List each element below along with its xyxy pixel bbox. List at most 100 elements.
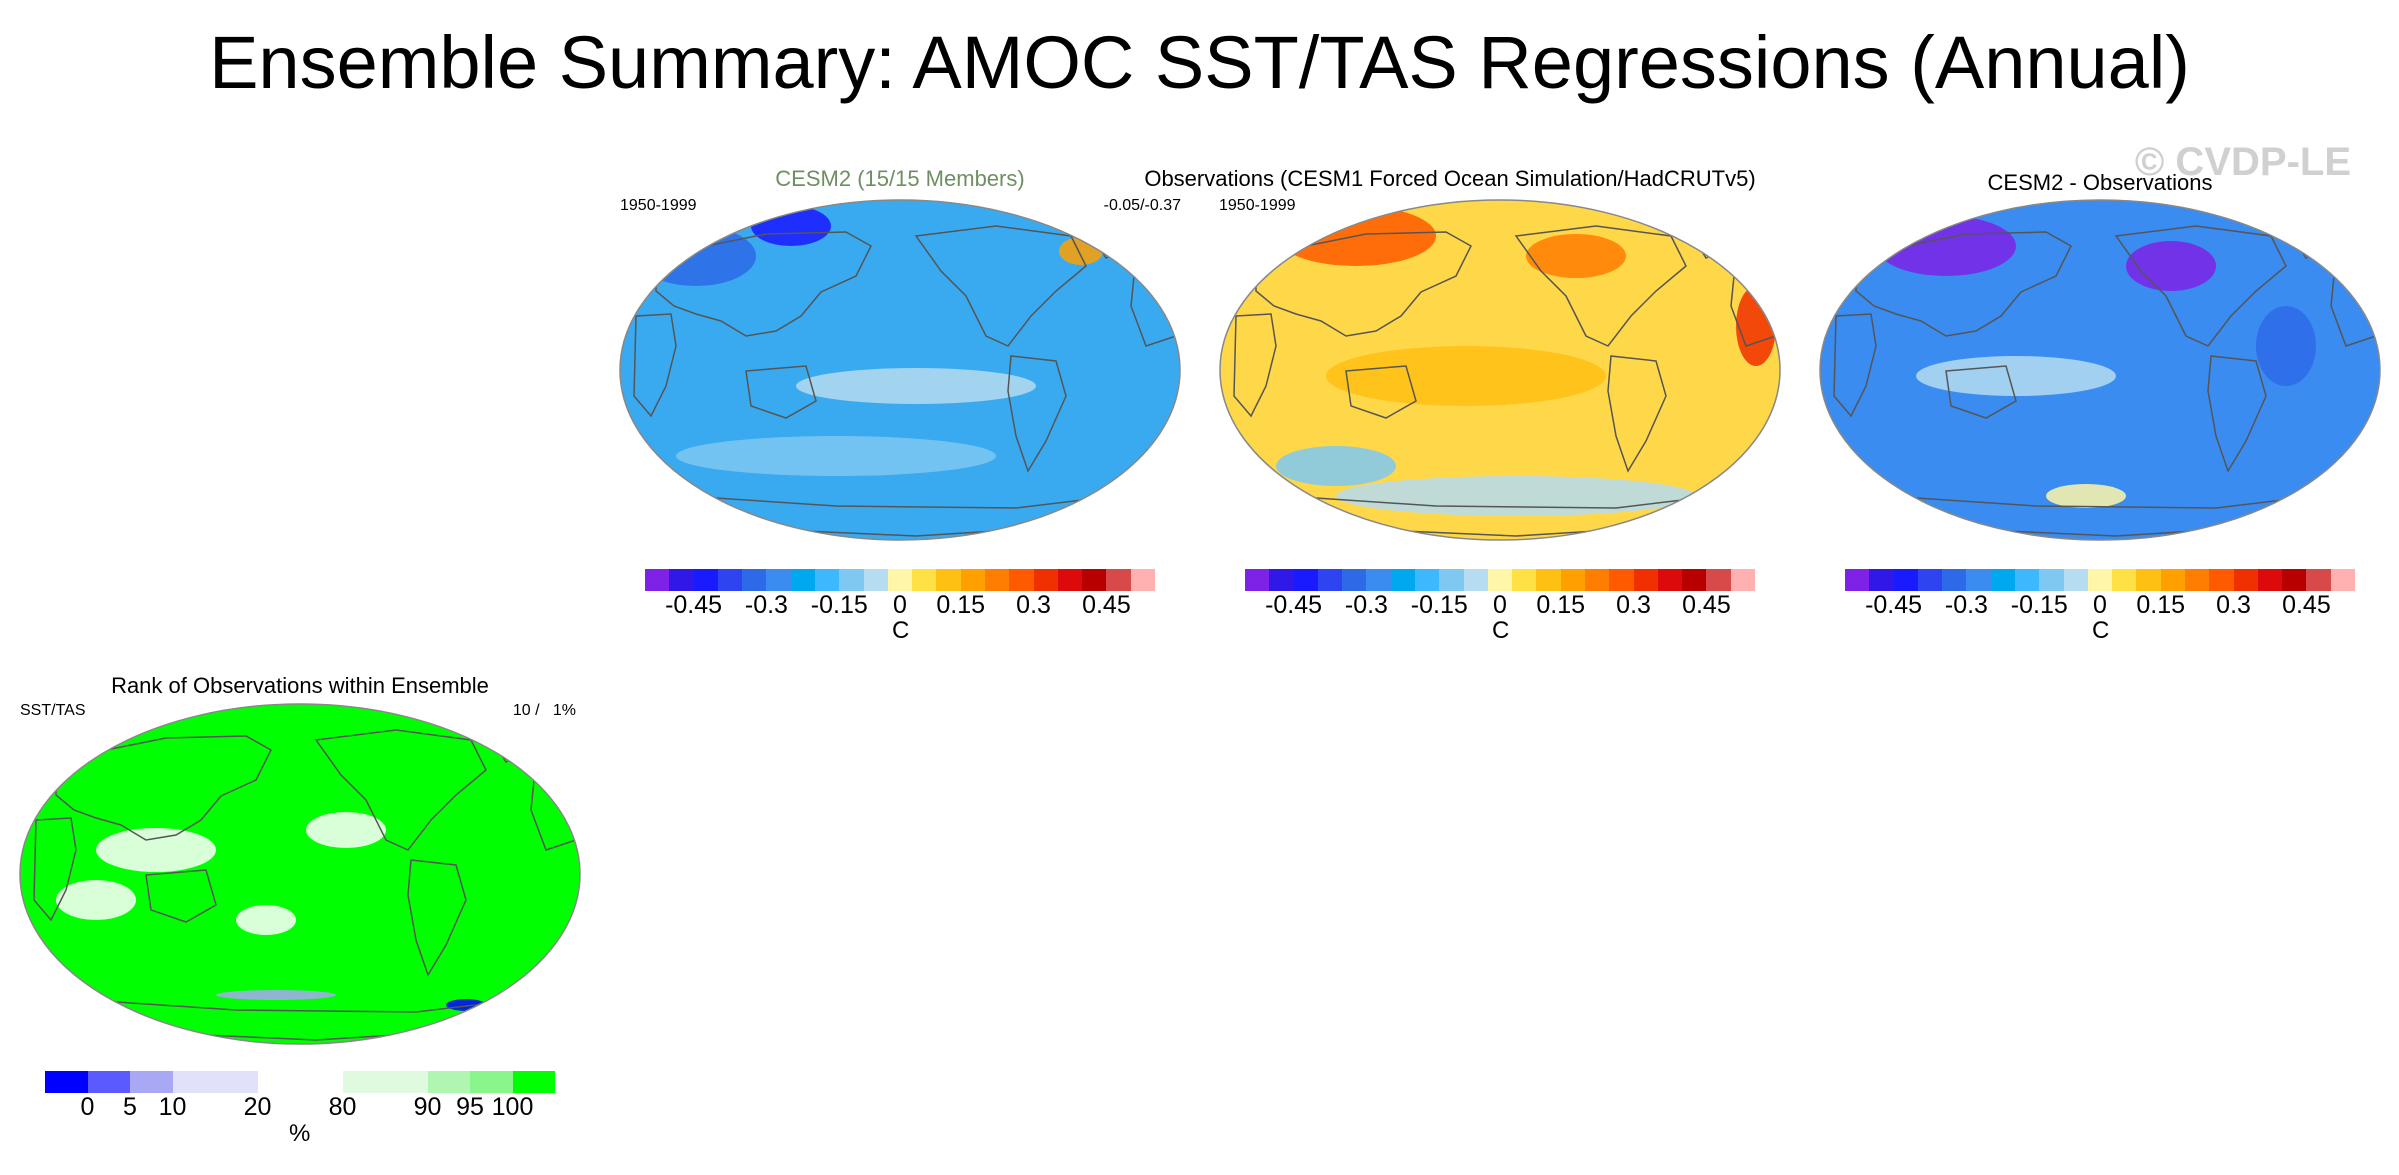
anomaly-patch [56,880,136,920]
continent-south-america-outline [1607,355,1667,473]
diff-colorbar-swatch [2306,569,2331,591]
diff-colorbar-swatch [2282,569,2307,591]
obs-colorbar-swatch [1633,569,1658,591]
obs-colorbar-swatch [1245,569,1270,591]
obs-map [1219,199,1781,541]
obs-colorbar-swatch [1414,569,1440,591]
obs-colorbar-swatch [1487,569,1513,591]
anomaly-patch [1276,446,1396,486]
continent-south-america-outline [2207,355,2267,473]
cesm2-colorbar-swatch [766,569,791,591]
continent-asia-europe-outline [1255,231,1472,337]
cesm2-colorbar-swatch [1033,569,1058,591]
obs-colorbar-swatch [1366,569,1391,591]
diff-colorbar-swatch [2063,569,2088,591]
obs-colorbar-swatch [1317,569,1343,591]
diff-colorbar-tick-label: 0.45 [2282,591,2331,619]
cesm2-colorbar-swatch [669,569,694,591]
anomaly-patch [236,905,296,935]
diff-colorbar-swatch [2014,569,2040,591]
diff-colorbar [1845,569,2355,591]
continent-asia-europe-outline [1855,231,2072,337]
rank-colorbar-tick-label: 5 [123,1093,137,1121]
obs-colorbar-tick-label: 0.3 [1616,591,1651,619]
rank-colorbar-swatch [385,1071,428,1093]
obs-colorbar-tick-label: -0.3 [1344,591,1388,619]
cesm2-panel-title: CESM2 (15/15 Members) [775,166,1025,191]
diff-colorbar-swatch [2039,569,2064,591]
cesm2-colorbar-swatch [717,569,743,591]
rank-colorbar-swatch [172,1071,215,1093]
page-title: Ensemble Summary: AMOC SST/TAS Regressio… [209,21,2190,104]
obs-colorbar-swatch [1609,569,1634,591]
diff-colorbar-swatch [1942,569,1967,591]
rank-colorbar-tick-label: 90 [413,1093,442,1121]
cesm2-colorbar-tick-label: 0.3 [1016,591,1051,619]
continent-north-america-outline [2114,225,2287,347]
obs-colorbar [1245,569,1755,591]
diff-colorbar-swatch [2209,569,2234,591]
cesm2-colorbar-swatch [912,569,937,591]
obs-colorbar-tick-label: -0.45 [1265,591,1323,619]
cesm2-colorbar-swatch [1057,569,1083,591]
diff-colorbar-swatch [1893,569,1918,591]
rank-variable-label: SST/TAS [20,702,86,719]
cesm2-colorbar-units: C [892,617,910,644]
diff-colorbar-tick-label: 0 [2093,591,2107,619]
cesm2-colorbar [645,569,1155,591]
anomaly-patch [1336,476,1696,516]
obs-colorbar-swatch [1560,569,1585,591]
map-border [19,703,581,1045]
diff-panel-title: CESM2 - Observations [1987,170,2213,195]
continent-africa-outline [1233,313,1277,418]
rank-colorbar-swatch [342,1071,385,1093]
diff-colorbar-swatch [1966,569,1991,591]
diff-colorbar-tick-label: -0.3 [1944,591,1988,619]
obs-colorbar-swatch [1706,569,1731,591]
obs-colorbar-tick-label: 0.45 [1682,591,1731,619]
anomaly-patch [216,990,336,1000]
obs-colorbar-swatch [1293,569,1318,591]
map-border [1819,199,2381,541]
diff-colorbar-tick-label: 0.15 [2136,591,2186,619]
obs-colorbar-swatch [1269,569,1294,591]
diff-colorbar-swatch [2257,569,2283,591]
anomaly-patch [2046,484,2126,508]
rank-colorbar-swatch [87,1071,130,1093]
cesm2-colorbar-swatch [984,569,1010,591]
continent-africa-outline [33,817,77,922]
cesm2-colorbar-swatch [1082,569,1107,591]
diff-colorbar-swatch [2112,569,2137,591]
continent-australia-outline [745,365,817,419]
obs-colorbar-swatch [1439,569,1464,591]
obs-period-label: 1950-1999 [1219,197,1296,214]
anomaly-patch [676,436,996,476]
rank-colorbar-tick-label: 0 [80,1093,95,1121]
anomaly-patch [751,206,831,246]
obs-colorbar-tick-label: 0 [1493,591,1507,619]
rank-stat-label: 10 / 1% [512,702,576,719]
cesm2-colorbar-swatch [742,569,767,591]
cesm2-colorbar-swatch [645,569,670,591]
anomaly-patch [796,368,1036,404]
diff-colorbar-swatch [2184,569,2210,591]
diff-colorbar-swatch [2087,569,2113,591]
anomaly-patch [1526,234,1626,278]
rank-colorbar-tick-label: 95 [456,1093,484,1121]
obs-colorbar-swatch [1463,569,1488,591]
cesm2-map [619,199,1181,541]
obs-colorbar-swatch [1536,569,1561,591]
diff-colorbar-tick-label: -0.45 [1865,591,1923,619]
cesm2-colorbar-swatch [814,569,840,591]
obs-panel-title: Observations (CESM1 Forced Ocean Simulat… [1144,166,1756,191]
cesm2-colorbar-swatch [1106,569,1131,591]
obs-colorbar-swatch [1390,569,1415,591]
continent-australia-outline [145,869,217,923]
continent-north-america-outline [1514,225,1687,347]
cesm2-colorbar-tick-label: -0.45 [665,591,723,619]
rank-colorbar-swatch [130,1071,173,1093]
continent-north-america-outline [314,729,487,851]
cesm2-colorbar-tick-label: 0 [893,591,907,619]
rank-map [19,703,581,1045]
cesm2-colorbar-swatch [936,569,961,591]
